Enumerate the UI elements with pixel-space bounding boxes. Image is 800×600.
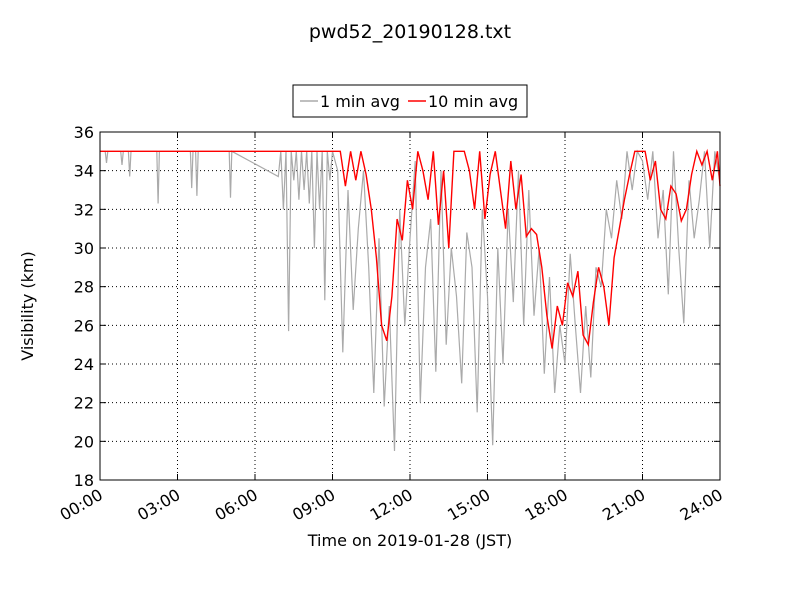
x-tick-labels: 00:00 03:00 06:00 09:00 12:00 15:00 18:00 21:00…	[57, 485, 726, 525]
plot-background	[100, 132, 720, 480]
y-tick-label: 24	[74, 355, 94, 374]
chart-title: pwd52_20190128.txt	[309, 21, 511, 43]
y-tick-labels: 18 20 22 24 26 28 30 32 34 36	[74, 123, 94, 490]
x-tick-label: 24:00	[677, 485, 726, 525]
y-tick-label: 26	[74, 316, 94, 335]
x-tick-label: 09:00	[289, 485, 338, 525]
series-line-1min-avg	[100, 149, 721, 452]
y-axis-label: Visibility (km)	[18, 251, 37, 360]
ticks	[99, 131, 721, 481]
x-axis-label: Time on 2019-01-28 (JST)	[307, 531, 512, 550]
grid-lines	[100, 132, 720, 480]
legend-label-10min: 10 min avg	[428, 92, 518, 111]
y-tick-label: 28	[74, 278, 94, 297]
x-tick-label: 06:00	[212, 485, 261, 525]
y-tick-label: 22	[74, 394, 94, 413]
y-tick-label: 30	[74, 239, 94, 258]
y-tick-label: 18	[74, 471, 94, 490]
legend-label-1min: 1 min avg	[320, 92, 400, 111]
series-layer	[100, 148, 721, 452]
series-line-10min-avg	[100, 148, 721, 349]
y-tick-label: 20	[74, 432, 94, 451]
legend: 1 min avg 10 min avg	[292, 84, 528, 118]
x-tick-label: 21:00	[599, 485, 648, 525]
x-tick-label: 12:00	[367, 485, 416, 525]
y-tick-label: 36	[74, 123, 94, 142]
plot-area	[99, 131, 721, 481]
x-tick-label: 15:00	[444, 485, 493, 525]
x-tick-label: 18:00	[522, 485, 571, 525]
y-tick-label: 34	[74, 162, 94, 181]
y-tick-label: 32	[74, 200, 94, 219]
x-tick-label: 03:00	[134, 485, 183, 525]
x-tick-label: 00:00	[57, 485, 106, 525]
